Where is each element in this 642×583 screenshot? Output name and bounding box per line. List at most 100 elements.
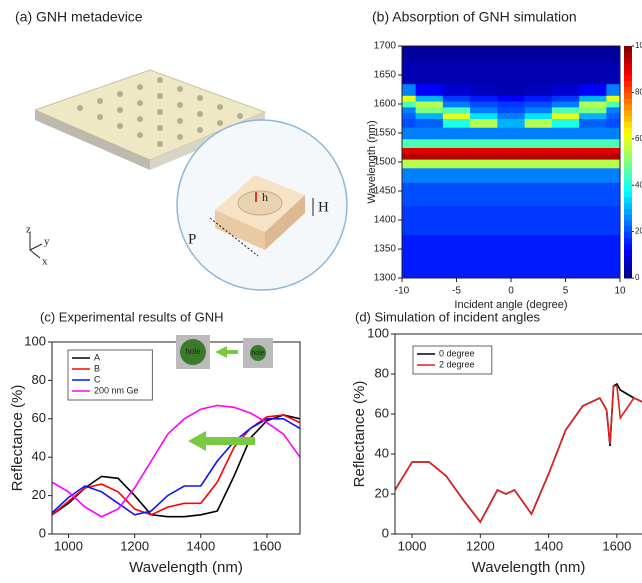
x-tick-label: 1400 [186, 538, 215, 553]
heat-cell [579, 148, 607, 154]
heat-cell [606, 206, 620, 236]
heat-cell [470, 127, 498, 139]
colorbar-segment [624, 232, 632, 238]
colorbar-segment [624, 98, 632, 104]
heat-cell [497, 107, 525, 113]
heat-cell [497, 119, 525, 128]
heat-cell [416, 264, 444, 279]
heat-cell [470, 206, 498, 236]
heat-cell [497, 206, 525, 236]
legend-label: A [94, 352, 100, 362]
panel-title: (d) Simulation of incident angles [355, 309, 540, 324]
x-tick-label: 10 [614, 286, 626, 297]
heat-cell [606, 107, 620, 113]
heat-cell [606, 264, 620, 279]
colorbar-segment [624, 208, 632, 214]
heat-cell [579, 168, 607, 183]
heat-cell [470, 264, 498, 279]
heat-cell [525, 101, 553, 107]
x-tick-label: 1200 [120, 538, 149, 553]
legend-label: C [94, 374, 101, 384]
heat-cell [606, 119, 620, 128]
dimension-label: H [318, 199, 329, 215]
y-tick-label: 0 [39, 525, 46, 540]
colorbar-tick-label: 80 [635, 88, 642, 97]
colorbar-segment [624, 174, 632, 180]
heat-cell [606, 101, 620, 107]
y-tick-label: 100 [367, 325, 389, 340]
heat-cell [579, 264, 607, 279]
x-tick-label: 1600 [602, 538, 631, 553]
heat-cell [470, 182, 498, 206]
heat-cell [606, 61, 620, 85]
colorbar-segment [624, 46, 632, 52]
heat-cell [552, 139, 580, 148]
heat-cell [416, 206, 444, 236]
y-tick-label: 0 [382, 525, 389, 540]
colorbar-segment [624, 179, 632, 185]
colorbar-segment [624, 145, 632, 151]
colorbar-segment [624, 261, 632, 267]
heat-cell [470, 159, 498, 168]
y-tick-label: 40 [375, 445, 389, 460]
heat-cell [552, 101, 580, 107]
heat-cell [443, 159, 471, 168]
heat-cell [402, 148, 416, 154]
heat-cell [402, 84, 416, 96]
heat-cell [497, 182, 525, 206]
colorbar-segment [624, 266, 632, 272]
heat-cell [525, 84, 553, 96]
y-tick-label: 60 [32, 410, 46, 425]
heat-cell [416, 113, 444, 119]
heat-cell [497, 235, 525, 265]
heat-cell [416, 127, 444, 139]
heat-cell [525, 153, 553, 159]
heat-cell [470, 113, 498, 119]
colorbar-segment [624, 52, 632, 58]
heat-cell [443, 107, 471, 113]
heat-cell [497, 148, 525, 154]
figure: (a) GNH metadevice h H P z y x 020406080… [0, 0, 642, 583]
heat-cell [552, 206, 580, 236]
dimension-label: h [262, 190, 268, 204]
annotation: hole [251, 350, 264, 357]
heat-cell [606, 139, 620, 148]
y-tick-label: 80 [32, 372, 46, 387]
annotation: hole [185, 347, 201, 356]
heat-cell [525, 113, 553, 119]
heat-cell [552, 153, 580, 159]
heat-cell [579, 159, 607, 168]
heat-cell [402, 182, 416, 206]
heat-cell [402, 264, 416, 279]
heat-cell [606, 182, 620, 206]
heat-cell [579, 119, 607, 128]
heat-cell [443, 84, 471, 96]
heat-cell [579, 61, 607, 85]
heat-cell [525, 107, 553, 113]
heat-cell [525, 119, 553, 128]
heat-cell [402, 119, 416, 128]
heat-cell [525, 95, 553, 101]
y-axis-label: Reflectance (%) [9, 385, 26, 492]
heat-cell [416, 119, 444, 128]
heat-cell [443, 235, 471, 265]
heat-cell [497, 46, 525, 61]
heat-cell [552, 235, 580, 265]
heat-cell [579, 139, 607, 148]
heat-cell [552, 148, 580, 154]
heat-cell [606, 235, 620, 265]
heat-cell [416, 148, 444, 154]
y-tick-label: 1600 [374, 99, 397, 110]
colorbar-segment [624, 127, 632, 133]
colorbar-segment [624, 121, 632, 127]
heat-cell [606, 46, 620, 61]
heat-cell [443, 182, 471, 206]
heat-cell [443, 168, 471, 183]
heat-cell [443, 46, 471, 61]
heat-cell [402, 153, 416, 159]
heat-cell [497, 101, 525, 107]
heat-cell [416, 95, 444, 101]
colorbar-segment [624, 156, 632, 162]
x-tick-label: 1600 [252, 538, 281, 553]
heat-cell [416, 153, 444, 159]
